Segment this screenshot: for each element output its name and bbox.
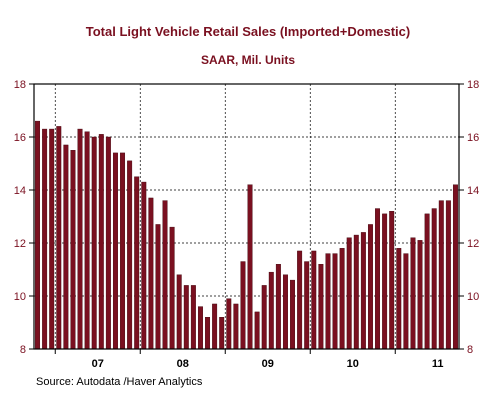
bar	[410, 237, 416, 350]
bar	[452, 184, 458, 350]
y-tick-label: 10	[467, 291, 479, 303]
bar	[403, 253, 409, 350]
bar	[417, 240, 423, 350]
bar	[304, 261, 310, 350]
bar	[353, 234, 359, 350]
bar	[382, 213, 388, 350]
bar	[120, 152, 126, 350]
y-tick-label: 14	[467, 185, 479, 197]
bar	[275, 264, 281, 350]
bar	[212, 303, 218, 350]
bar	[127, 160, 133, 350]
bar	[42, 128, 48, 350]
bar	[91, 136, 97, 350]
plot-frame	[33, 83, 460, 350]
bar	[169, 226, 175, 350]
bar	[35, 120, 41, 350]
bar	[290, 279, 295, 350]
x-tick-label: 11	[432, 358, 444, 370]
x-tick-label: 07	[92, 358, 104, 370]
bar	[162, 200, 168, 350]
x-tick-label: 08	[177, 358, 189, 370]
source-note: Source: Autodata /Haver Analytics	[36, 376, 203, 388]
y-axis-left: 8 10 12 14 16 18	[14, 79, 34, 356]
y-tick-label: 10	[14, 291, 26, 303]
bar	[183, 285, 189, 350]
bar	[445, 200, 451, 350]
y-axis-right: 8 10 12 14 16 18	[459, 79, 479, 356]
y-tick-label: 14	[14, 185, 26, 197]
bar	[233, 303, 239, 350]
bar	[105, 136, 111, 350]
bar	[197, 306, 203, 350]
y-tick-label: 18	[14, 79, 26, 91]
bar	[282, 274, 288, 350]
bar	[431, 208, 437, 350]
bar	[389, 210, 395, 350]
bar	[226, 298, 232, 350]
bar	[247, 184, 253, 350]
bar	[70, 150, 76, 350]
y-tick-label: 12	[14, 238, 26, 250]
bar	[56, 126, 62, 350]
bar	[346, 237, 352, 350]
bar	[240, 261, 246, 350]
bar	[367, 224, 373, 350]
x-axis: 07 08 09 10 11	[54, 349, 444, 370]
bar	[297, 250, 303, 350]
bar	[112, 152, 118, 350]
bar	[190, 285, 196, 350]
bar	[424, 213, 430, 350]
bar	[141, 181, 147, 350]
bar	[219, 317, 225, 350]
bar	[176, 274, 182, 350]
y-tick-label: 12	[467, 238, 479, 250]
bars	[35, 120, 458, 350]
chart-subtitle: SAAR, Mil. Units	[201, 53, 295, 67]
bar	[261, 285, 267, 350]
y-tick-label: 16	[14, 132, 26, 144]
bar	[339, 248, 345, 350]
x-tick-label: 10	[347, 358, 359, 370]
bar	[268, 271, 274, 350]
bar	[396, 248, 402, 350]
y-tick-label: 8	[467, 344, 473, 356]
bar	[84, 131, 90, 350]
bar	[360, 232, 366, 350]
x-tick-label: 09	[262, 358, 274, 370]
bar	[134, 176, 140, 350]
bar	[438, 200, 444, 350]
bar	[155, 224, 161, 350]
bar	[311, 250, 317, 350]
grid	[34, 84, 459, 349]
y-tick-label: 18	[467, 79, 479, 91]
bar	[318, 264, 324, 350]
bar	[325, 253, 331, 350]
y-tick-label: 8	[20, 344, 26, 356]
bar	[332, 253, 338, 350]
bar	[63, 144, 69, 350]
bar	[98, 134, 104, 350]
chart-title: Total Light Vehicle Retail Sales (Import…	[86, 24, 410, 39]
bar	[254, 311, 260, 350]
bar	[148, 197, 154, 350]
y-tick-label: 16	[467, 132, 479, 144]
bar	[49, 128, 55, 350]
bar	[375, 208, 380, 350]
bar	[77, 128, 83, 350]
bar	[205, 317, 211, 350]
